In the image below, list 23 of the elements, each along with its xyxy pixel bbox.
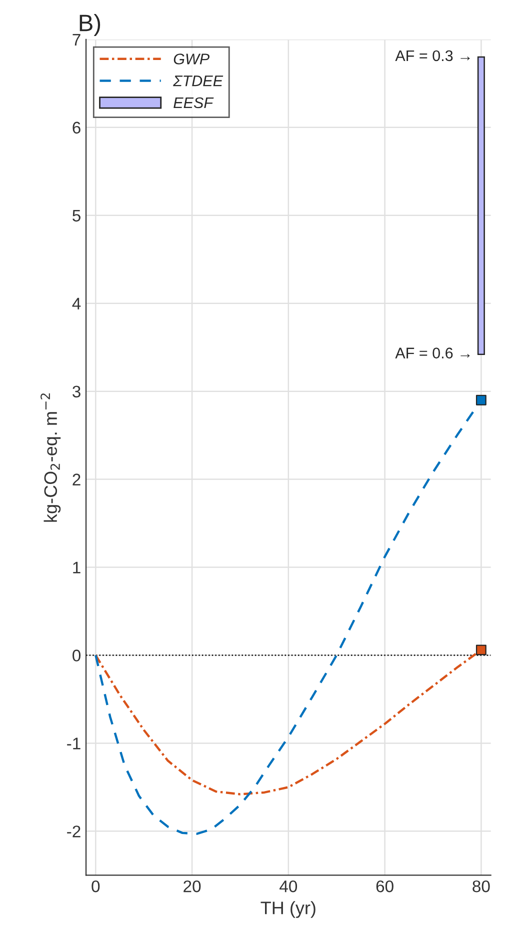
annotation: AF = 0.3 → [395, 50, 470, 62]
y-tick-label: 6 [72, 122, 80, 134]
y-tick-label: 3 [72, 386, 80, 398]
y-tick-label: -1 [67, 738, 80, 750]
y-tick-label: 5 [72, 210, 80, 222]
y-tick-label: 0 [72, 650, 81, 662]
y-tick-label: -2 [67, 826, 80, 838]
annotation: AF = 0.6 → [395, 348, 470, 358]
legend-label: GWP [174, 54, 210, 64]
x-axis-title: TH (yr) [260, 901, 316, 918]
x-tick-label: 40 [280, 880, 298, 892]
y-tick-label: 1 [73, 562, 80, 574]
x-tick-label: 80 [472, 880, 490, 892]
x-tick-label: 0 [92, 880, 100, 892]
legend-label: EESF [174, 97, 214, 108]
y-tick-label: 4 [72, 298, 81, 310]
x-tick-label: 60 [376, 880, 394, 892]
y-tick-label: 7 [72, 34, 80, 46]
chart-title: B) [80, 14, 100, 36]
x-tick-label: 20 [184, 880, 201, 892]
y-tick-label: 2 [72, 474, 80, 486]
y-axis-title: kg-CO$_{2}$-eq. m$^{−2}$ [40, 393, 61, 522]
legend-label: ΣTDEE [173, 76, 224, 86]
